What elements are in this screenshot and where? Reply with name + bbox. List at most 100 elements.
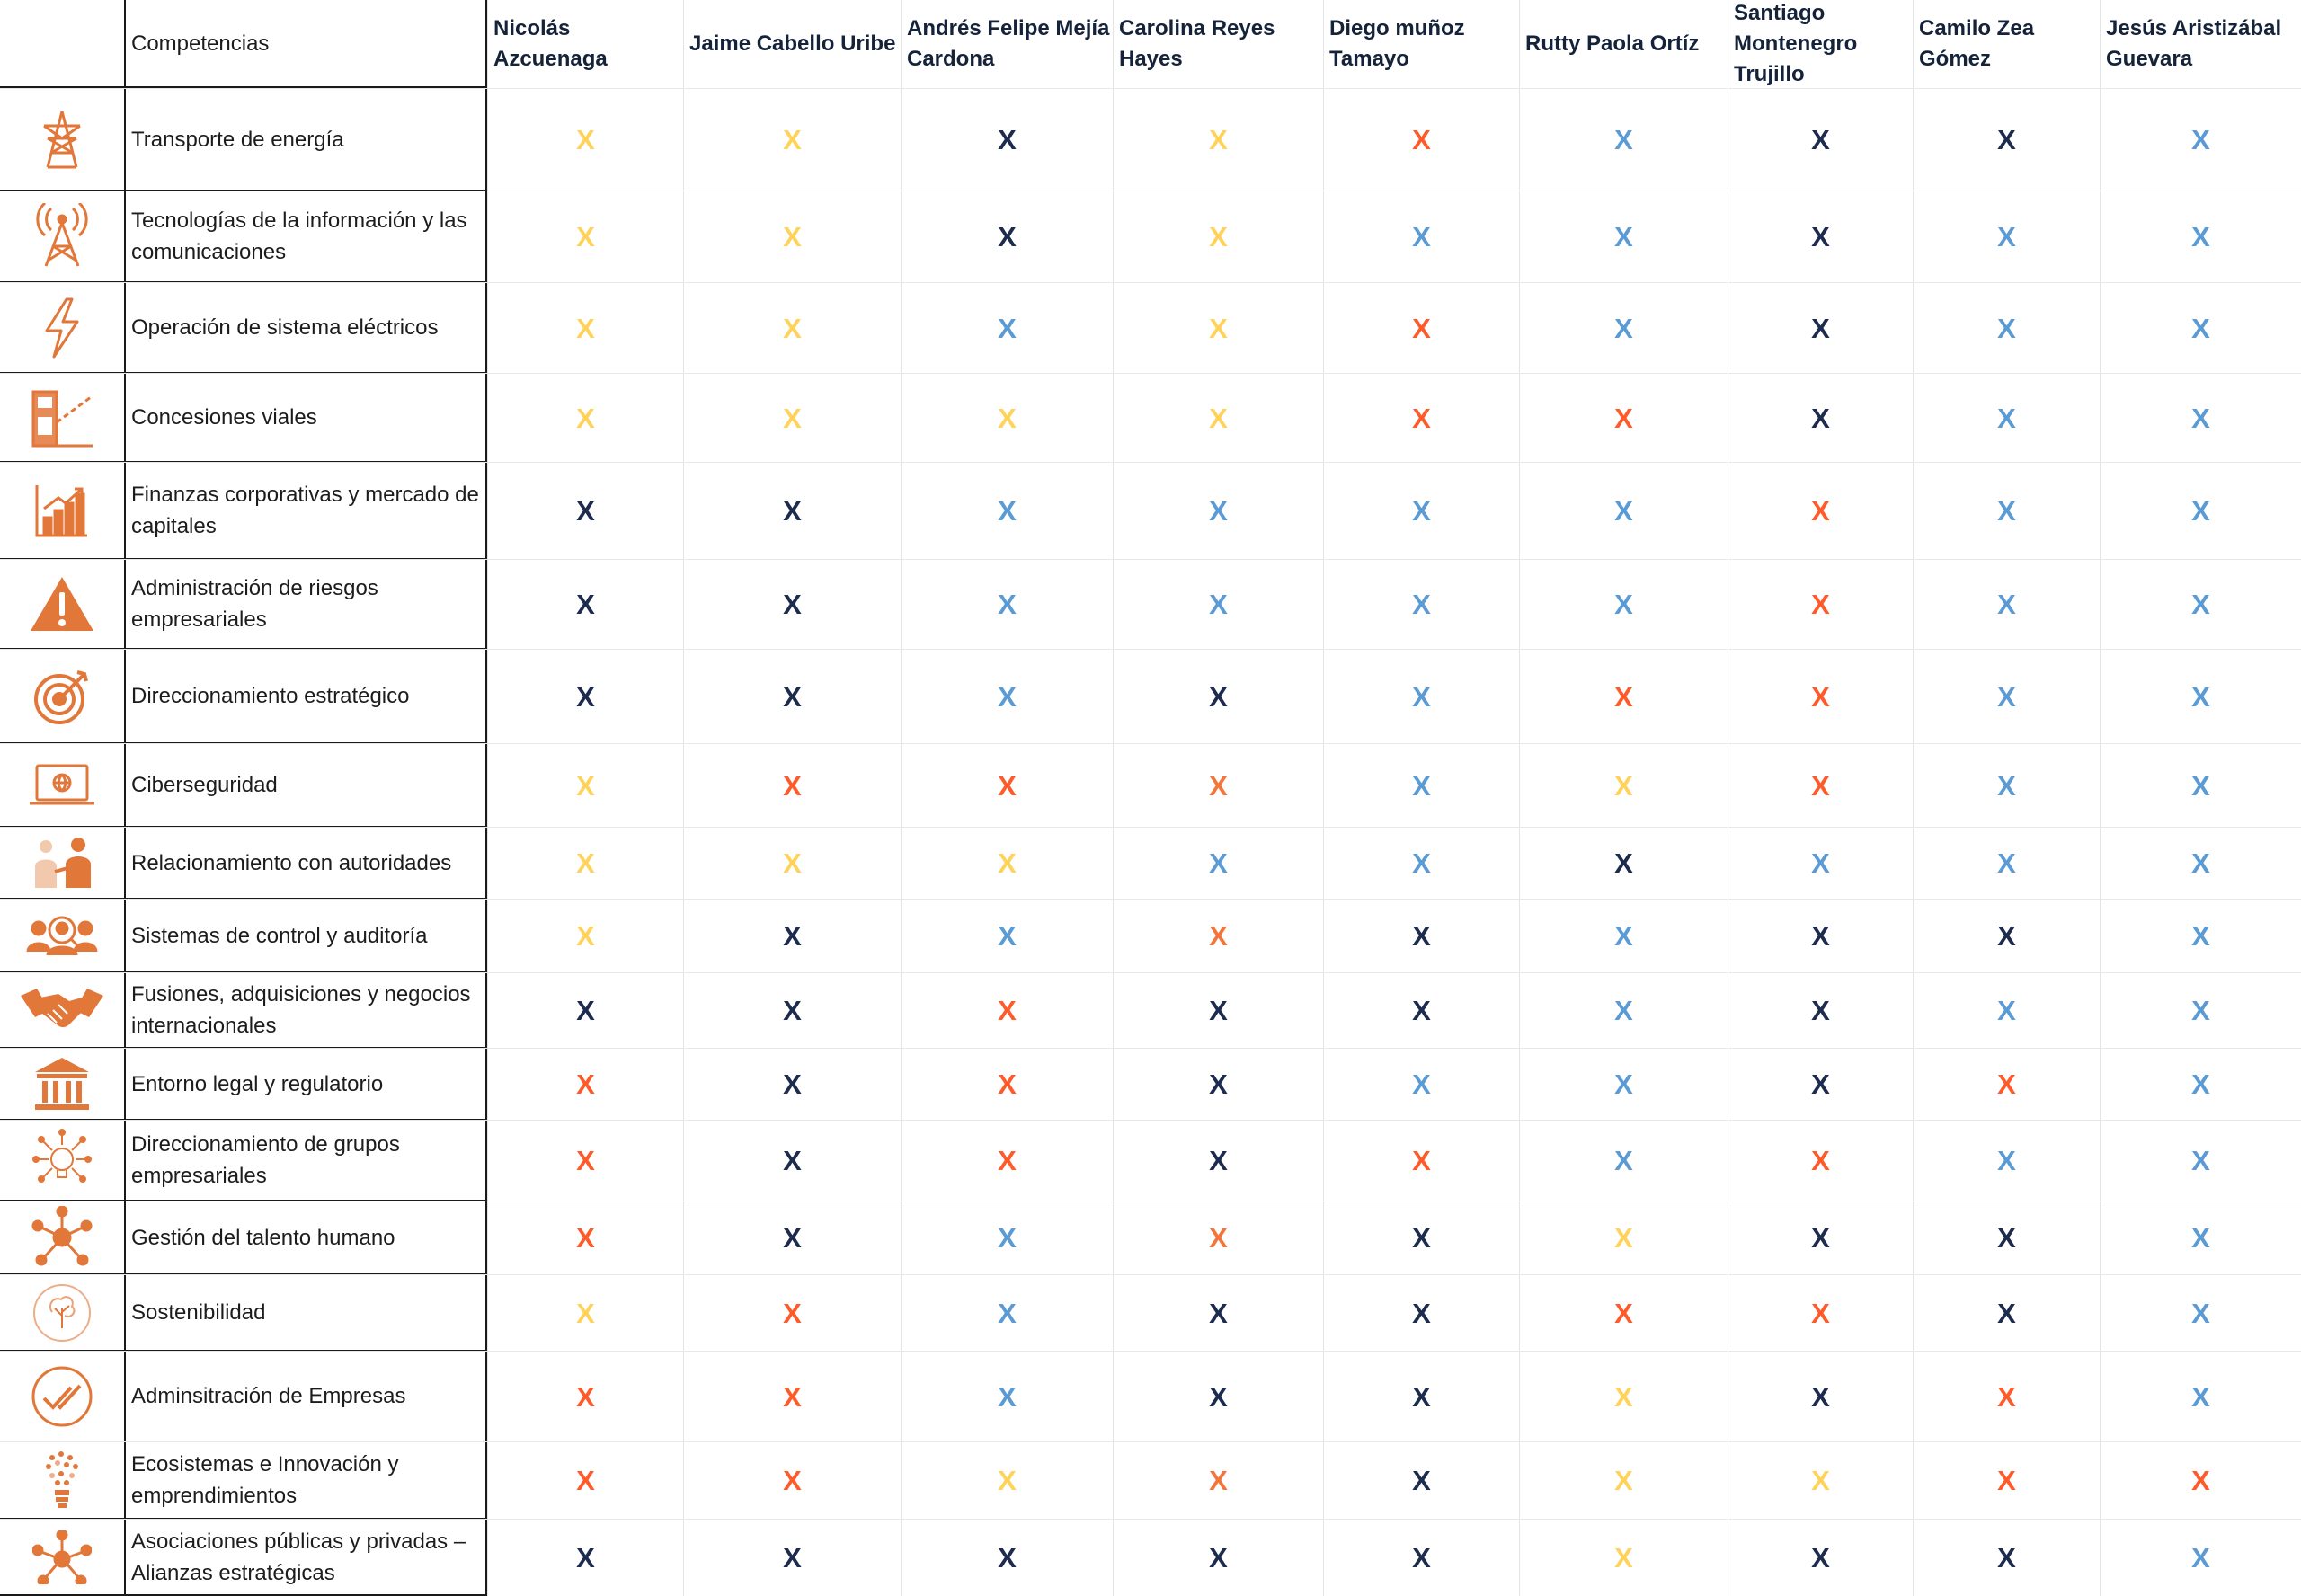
mark-yellow-jaime-cabello-uribe: X <box>683 191 901 283</box>
mark-light-blue-diego-munoz-tamayo: X <box>1323 191 1519 283</box>
table-row: Fusiones, adquisiciones y negocios inter… <box>0 972 2301 1049</box>
mark-light-blue-jesus-aristizabal-guevara: X <box>2100 191 2301 283</box>
table-row: Finanzas corporativas y mercado de capit… <box>0 462 2301 560</box>
competency-label: Ecosistemas e Innovación y emprendimient… <box>124 1442 487 1520</box>
competency-label: Transporte de energía <box>124 89 487 191</box>
mark-light-blue-jesus-aristizabal-guevara: X <box>2100 900 2301 973</box>
mark-yellow-rutty-paola-ortiz: X <box>1519 1201 1728 1275</box>
mark-red-santiago-montenegro-trujillo: X <box>1728 744 1913 828</box>
mark-light-blue-rutty-paola-ortiz: X <box>1519 973 1728 1049</box>
mark-navy-santiago-montenegro-trujillo: X <box>1728 1520 1913 1596</box>
mark-light-blue-rutty-paola-ortiz: X <box>1519 1049 1728 1121</box>
mark-red-camilo-zea-gomez: X <box>1913 1352 2100 1442</box>
mark-navy-andres-felipe-mejia-cardona: X <box>901 89 1113 191</box>
mark-light-blue-andres-felipe-mejia-cardona: X <box>901 650 1113 744</box>
mark-orange-carolina-reyes-hayes: X <box>1113 900 1323 973</box>
mark-yellow-rutty-paola-ortiz: X <box>1519 744 1728 828</box>
mark-yellow-nicolas-azcuenaga: X <box>487 283 683 374</box>
mark-light-blue-carolina-reyes-hayes: X <box>1113 560 1323 650</box>
mark-light-blue-rutty-paola-ortiz: X <box>1519 89 1728 191</box>
mark-light-blue-camilo-zea-gomez: X <box>1913 191 2100 283</box>
mark-light-blue-jesus-aristizabal-guevara: X <box>2100 374 2301 463</box>
mark-navy-camilo-zea-gomez: X <box>1913 900 2100 973</box>
mark-navy-nicolas-azcuenaga: X <box>487 650 683 744</box>
mark-red-rutty-paola-ortiz: X <box>1519 650 1728 744</box>
table-row: Direccionamiento estratégico X X X X X X X X X <box>0 649 2301 744</box>
mark-red-santiago-montenegro-trujillo: X <box>1728 650 1913 744</box>
mark-light-blue-camilo-zea-gomez: X <box>1913 283 2100 374</box>
table-row: Entorno legal y regulatorio X X X X X X X X X <box>0 1048 2301 1121</box>
mark-light-blue-camilo-zea-gomez: X <box>1913 828 2100 900</box>
mark-light-blue-andres-felipe-mejia-cardona: X <box>901 283 1113 374</box>
column-header-andres-felipe-mejia-cardona: Andrés Felipe Mejía Cardona <box>901 0 1113 88</box>
mark-navy-carolina-reyes-hayes: X <box>1113 973 1323 1049</box>
competency-label: Asociaciones públicas y privadas – Alian… <box>124 1520 487 1596</box>
competency-label: Operación de sistema eléctricos <box>124 283 487 374</box>
mark-navy-santiago-montenegro-trujillo: X <box>1728 1352 1913 1442</box>
mark-red-jaime-cabello-uribe: X <box>683 1352 901 1442</box>
header-icon-cell <box>0 0 124 88</box>
mark-light-blue-rutty-paola-ortiz: X <box>1519 1121 1728 1201</box>
mark-navy-rutty-paola-ortiz: X <box>1519 828 1728 900</box>
mark-navy-andres-felipe-mejia-cardona: X <box>901 191 1113 283</box>
mark-navy-jaime-cabello-uribe: X <box>683 900 901 973</box>
mark-red-andres-felipe-mejia-cardona: X <box>901 1121 1113 1201</box>
target-icon <box>0 650 124 744</box>
mark-navy-santiago-montenegro-trujillo: X <box>1728 900 1913 973</box>
mark-red-diego-munoz-tamayo: X <box>1323 1121 1519 1201</box>
mark-yellow-jaime-cabello-uribe: X <box>683 89 901 191</box>
competency-label: Direccionamiento estratégico <box>124 650 487 744</box>
mark-yellow-nicolas-azcuenaga: X <box>487 828 683 900</box>
mark-navy-carolina-reyes-hayes: X <box>1113 1049 1323 1121</box>
hub-network-icon <box>0 1520 124 1596</box>
mark-red-santiago-montenegro-trujillo: X <box>1728 560 1913 650</box>
mark-light-blue-rutty-paola-ortiz: X <box>1519 283 1728 374</box>
mark-light-blue-jesus-aristizabal-guevara: X <box>2100 650 2301 744</box>
mark-navy-jaime-cabello-uribe: X <box>683 1049 901 1121</box>
mark-navy-diego-munoz-tamayo: X <box>1323 1201 1519 1275</box>
mark-navy-diego-munoz-tamayo: X <box>1323 1520 1519 1596</box>
mark-yellow-nicolas-azcuenaga: X <box>487 89 683 191</box>
mark-navy-andres-felipe-mejia-cardona: X <box>901 1520 1113 1596</box>
mark-navy-nicolas-azcuenaga: X <box>487 560 683 650</box>
table-row: Sistemas de control y auditoría X X X X X X X X X <box>0 899 2301 973</box>
table-row: Gestión del talento humano X X X X X X X X X <box>0 1201 2301 1275</box>
mark-navy-jaime-cabello-uribe: X <box>683 1201 901 1275</box>
mark-yellow-rutty-paola-ortiz: X <box>1519 1442 1728 1520</box>
mark-navy-camilo-zea-gomez: X <box>1913 1201 2100 1275</box>
mark-red-andres-felipe-mejia-cardona: X <box>901 744 1113 828</box>
mark-navy-santiago-montenegro-trujillo: X <box>1728 89 1913 191</box>
competency-label: Tecnologías de la información y las comu… <box>124 191 487 283</box>
laptop-globe-icon <box>0 744 124 828</box>
mark-light-blue-diego-munoz-tamayo: X <box>1323 744 1519 828</box>
table-row: Adminsitración de Empresas X X X X X X X X X <box>0 1351 2301 1442</box>
table-row: Concesiones viales X X X X X X X X X <box>0 373 2301 463</box>
mark-navy-camilo-zea-gomez: X <box>1913 89 2100 191</box>
table-row: Operación de sistema eléctricos X X X X X X X X X <box>0 282 2301 374</box>
mark-navy-nicolas-azcuenaga: X <box>487 463 683 560</box>
mark-yellow-andres-felipe-mejia-cardona: X <box>901 828 1113 900</box>
toll-booth-icon <box>0 374 124 463</box>
mark-navy-santiago-montenegro-trujillo: X <box>1728 1201 1913 1275</box>
mark-navy-camilo-zea-gomez: X <box>1913 1275 2100 1352</box>
power-tower-icon <box>0 89 124 191</box>
mark-light-blue-camilo-zea-gomez: X <box>1913 1121 2100 1201</box>
tree-circle-icon <box>0 1275 124 1352</box>
mark-navy-carolina-reyes-hayes: X <box>1113 1275 1323 1352</box>
mark-red-jaime-cabello-uribe: X <box>683 1275 901 1352</box>
mark-red-jesus-aristizabal-guevara: X <box>2100 1442 2301 1520</box>
mark-yellow-jaime-cabello-uribe: X <box>683 828 901 900</box>
mark-light-blue-diego-munoz-tamayo: X <box>1323 1049 1519 1121</box>
table-row: Sostenibilidad X X X X X X X X X <box>0 1274 2301 1352</box>
mark-light-blue-camilo-zea-gomez: X <box>1913 650 2100 744</box>
column-header-carolina-reyes-hayes: Carolina Reyes Hayes <box>1113 0 1323 88</box>
mark-light-blue-jesus-aristizabal-guevara: X <box>2100 1275 2301 1352</box>
mark-red-diego-munoz-tamayo: X <box>1323 283 1519 374</box>
mark-navy-carolina-reyes-hayes: X <box>1113 1121 1323 1201</box>
mark-light-blue-rutty-paola-ortiz: X <box>1519 191 1728 283</box>
column-header-nicolas-azcuenaga: Nicolás Azcuenaga <box>487 0 683 88</box>
mark-yellow-jaime-cabello-uribe: X <box>683 374 901 463</box>
mark-navy-carolina-reyes-hayes: X <box>1113 1352 1323 1442</box>
mark-navy-jaime-cabello-uribe: X <box>683 463 901 560</box>
mark-yellow-rutty-paola-ortiz: X <box>1519 1352 1728 1442</box>
